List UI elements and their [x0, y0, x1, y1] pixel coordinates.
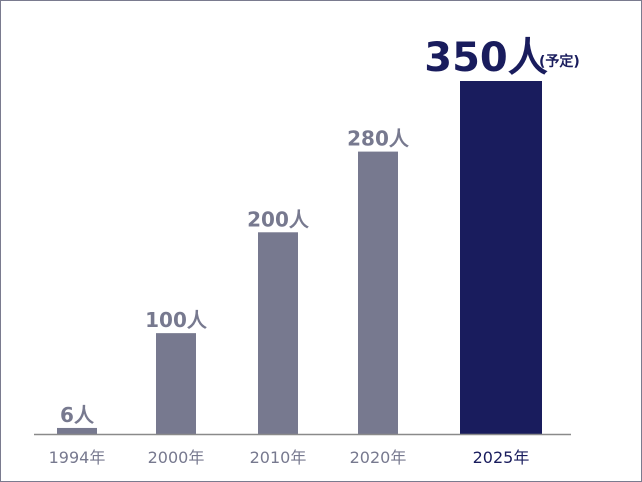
value-label-1994年: 6人 — [60, 403, 95, 427]
value-label-2000年: 100人 — [145, 308, 208, 332]
value-label-2025年: 350人 — [424, 35, 548, 81]
value-labels-group: 6人 100人 200人 280人 350人(予定) — [60, 35, 580, 427]
bars-group — [57, 81, 542, 434]
x-tick-1994年: 1994年 — [49, 448, 106, 467]
bar-1994年 — [57, 427, 97, 434]
bar-2025年 — [460, 81, 542, 434]
value-label-2010年: 200人 — [247, 207, 310, 231]
x-tick-2020年: 2020年 — [350, 448, 407, 467]
x-tick-2025年: 2025年 — [473, 448, 530, 467]
x-tick-labels-group: 1994年 2000年 2010年 2020年 2025年 — [49, 448, 530, 467]
bar-2000年 — [156, 333, 196, 434]
bar-2010年 — [258, 232, 298, 434]
value-note-2025年: (予定) — [539, 53, 580, 70]
x-tick-2010年: 2010年 — [250, 448, 307, 467]
value-label-2020年: 280人 — [347, 127, 410, 151]
x-tick-2000年: 2000年 — [148, 448, 205, 467]
bar-2020年 — [358, 151, 398, 434]
